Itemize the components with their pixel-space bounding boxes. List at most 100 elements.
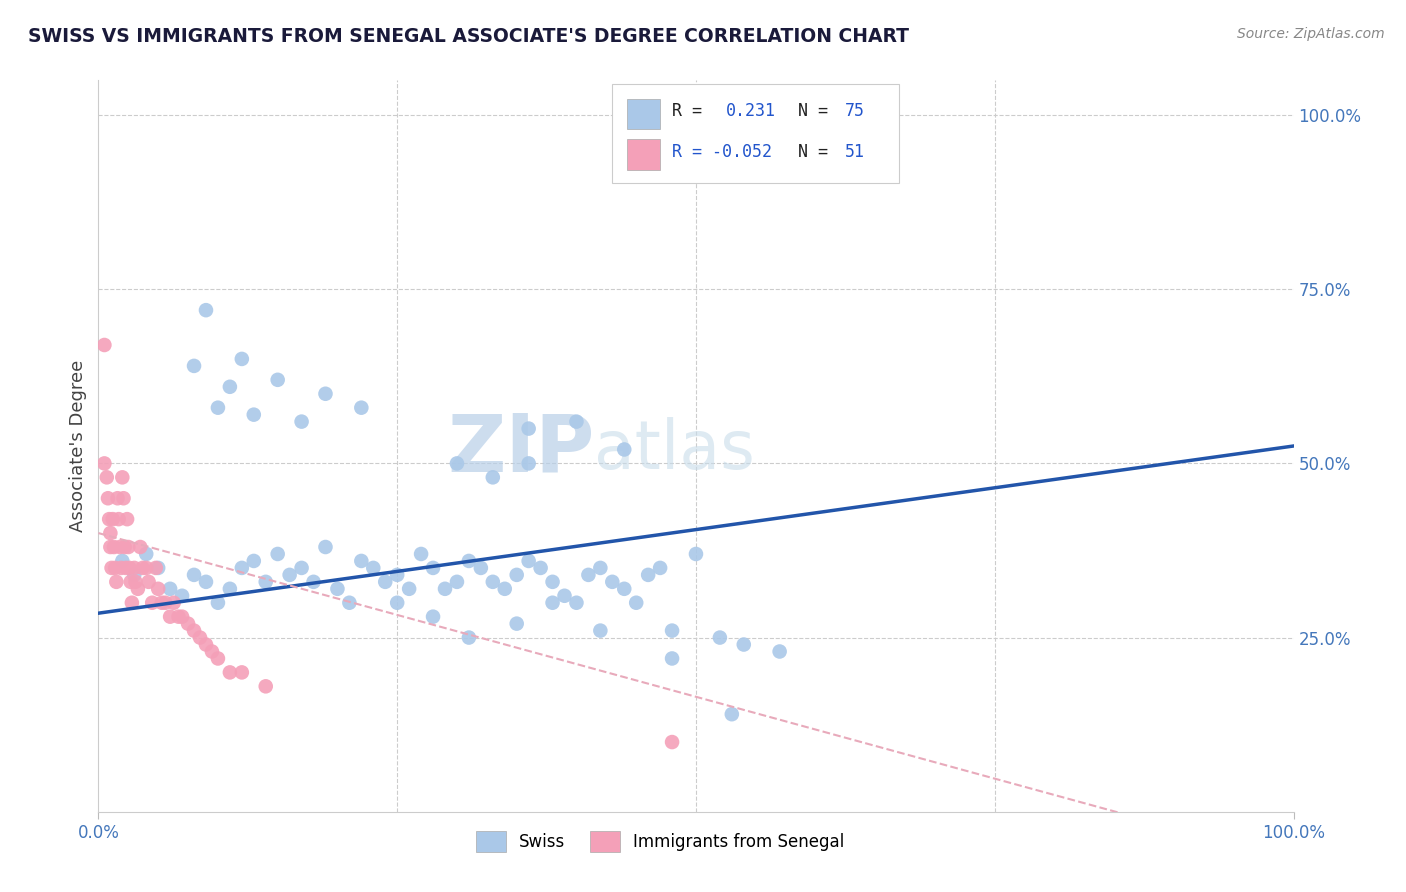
Point [398,582,420,596]
Point [267,373,290,387]
Point [267,547,290,561]
Point [661,651,683,665]
Point [97,491,120,506]
Point [589,624,612,638]
Point [768,644,790,658]
Y-axis label: Associate's Degree: Associate's Degree [69,359,87,533]
Point [385,567,409,582]
Point [167,609,190,624]
Point [172,609,194,624]
Point [602,574,624,589]
Text: 0.231: 0.231 [725,102,776,120]
Text: 51: 51 [845,143,865,161]
Point [98,512,121,526]
Point [254,574,277,589]
Point [107,491,129,506]
Point [141,596,163,610]
Point [458,631,481,645]
Point [517,457,540,471]
FancyBboxPatch shape [627,139,661,169]
Text: N =: N = [797,102,828,120]
Point [183,359,205,373]
Point [231,561,253,575]
Text: atlas: atlas [595,417,755,483]
Text: R = -0.052: R = -0.052 [672,143,772,161]
Point [458,554,481,568]
Point [231,351,253,366]
Point [374,574,396,589]
Point [195,303,218,318]
Point [155,596,177,610]
Point [326,582,349,596]
Point [219,665,242,680]
Point [434,582,457,596]
Point [111,470,134,484]
Point [100,561,122,575]
Point [124,574,146,589]
Point [661,624,683,638]
Point [129,540,152,554]
Point [195,638,218,652]
Point [188,631,211,645]
Point [207,651,229,665]
Point [98,540,122,554]
Point [159,582,181,596]
Point [385,596,409,610]
Point [195,574,218,589]
Point [183,624,205,638]
Point [131,561,153,575]
Text: Source: ZipAtlas.com: Source: ZipAtlas.com [1237,27,1385,41]
Point [554,589,576,603]
Point [243,408,266,422]
Point [219,582,242,596]
Point [104,561,127,575]
Point [148,561,170,575]
Text: N =: N = [797,143,828,161]
Point [626,596,648,610]
Point [145,561,167,575]
Point [613,442,636,457]
Point [517,421,540,435]
Text: SWISS VS IMMIGRANTS FROM SENEGAL ASSOCIATE'S DEGREE CORRELATION CHART: SWISS VS IMMIGRANTS FROM SENEGAL ASSOCIA… [28,27,910,45]
Point [422,561,444,575]
Point [138,574,160,589]
Point [481,574,505,589]
Point [135,561,157,575]
Point [103,540,125,554]
Point [124,567,146,582]
Point [121,596,143,610]
Point [110,561,132,575]
Point [302,574,325,589]
Text: 75: 75 [845,102,865,120]
Point [93,338,115,352]
Point [118,561,141,575]
Point [721,707,744,722]
Point [291,561,314,575]
Point [101,512,124,526]
Point [733,638,755,652]
Point [148,582,170,596]
Point [207,401,229,415]
Point [243,554,266,568]
Point [278,567,301,582]
Point [111,554,134,568]
Point [350,554,373,568]
Point [96,470,118,484]
Point [481,470,505,484]
Point [183,567,205,582]
Point [108,540,131,554]
FancyBboxPatch shape [627,99,661,129]
Point [172,589,194,603]
Point [589,561,612,575]
Point [127,582,149,596]
Point [150,596,173,610]
Point [685,547,707,561]
Point [709,631,731,645]
Point [231,665,253,680]
Point [135,547,157,561]
Point [541,596,564,610]
Point [565,596,588,610]
Point [494,582,516,596]
Point [578,567,600,582]
Point [422,609,444,624]
